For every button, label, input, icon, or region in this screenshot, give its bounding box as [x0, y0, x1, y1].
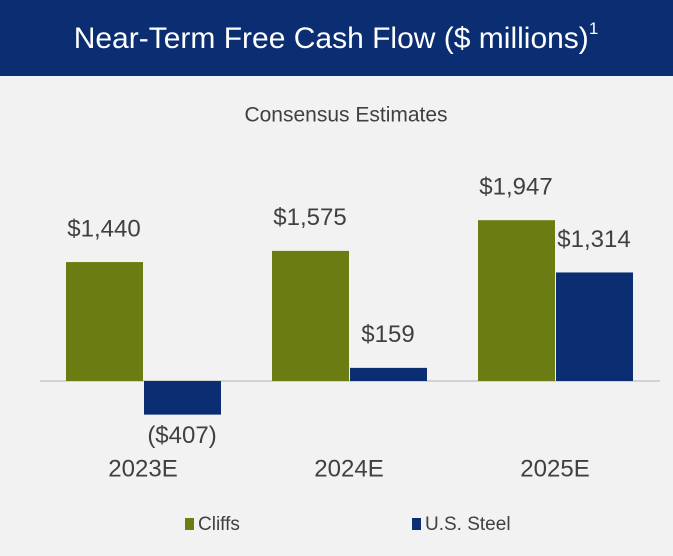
title-footnote: 1 — [589, 19, 598, 38]
bar — [272, 250, 349, 381]
legend-label: U.S. Steel — [425, 514, 511, 535]
legend-swatch — [185, 518, 194, 530]
bar — [144, 381, 221, 415]
x-tick-label: 2023E — [108, 455, 177, 482]
value-label: $159 — [361, 321, 414, 348]
value-label: ($407) — [147, 422, 216, 449]
value-label: $1,440 — [67, 215, 140, 242]
value-label: $1,947 — [479, 174, 552, 201]
value-label: $1,575 — [273, 204, 346, 231]
chart-subtitle: Consensus Estimates — [244, 104, 447, 127]
legend-label: Cliffs — [198, 514, 240, 535]
x-tick-label: 2024E — [314, 455, 383, 482]
bar — [478, 220, 555, 381]
bar — [350, 367, 427, 381]
legend-swatch — [412, 518, 421, 530]
chart-title: Near-Term Free Cash Flow ($ millions)1 — [74, 19, 599, 54]
bar — [66, 262, 143, 381]
x-tick-label: 2025E — [520, 455, 589, 482]
value-label: $1,314 — [557, 226, 630, 253]
title-text: Near-Term Free Cash Flow ($ millions) — [74, 22, 589, 55]
bar — [556, 272, 633, 381]
header — [0, 0, 673, 76]
